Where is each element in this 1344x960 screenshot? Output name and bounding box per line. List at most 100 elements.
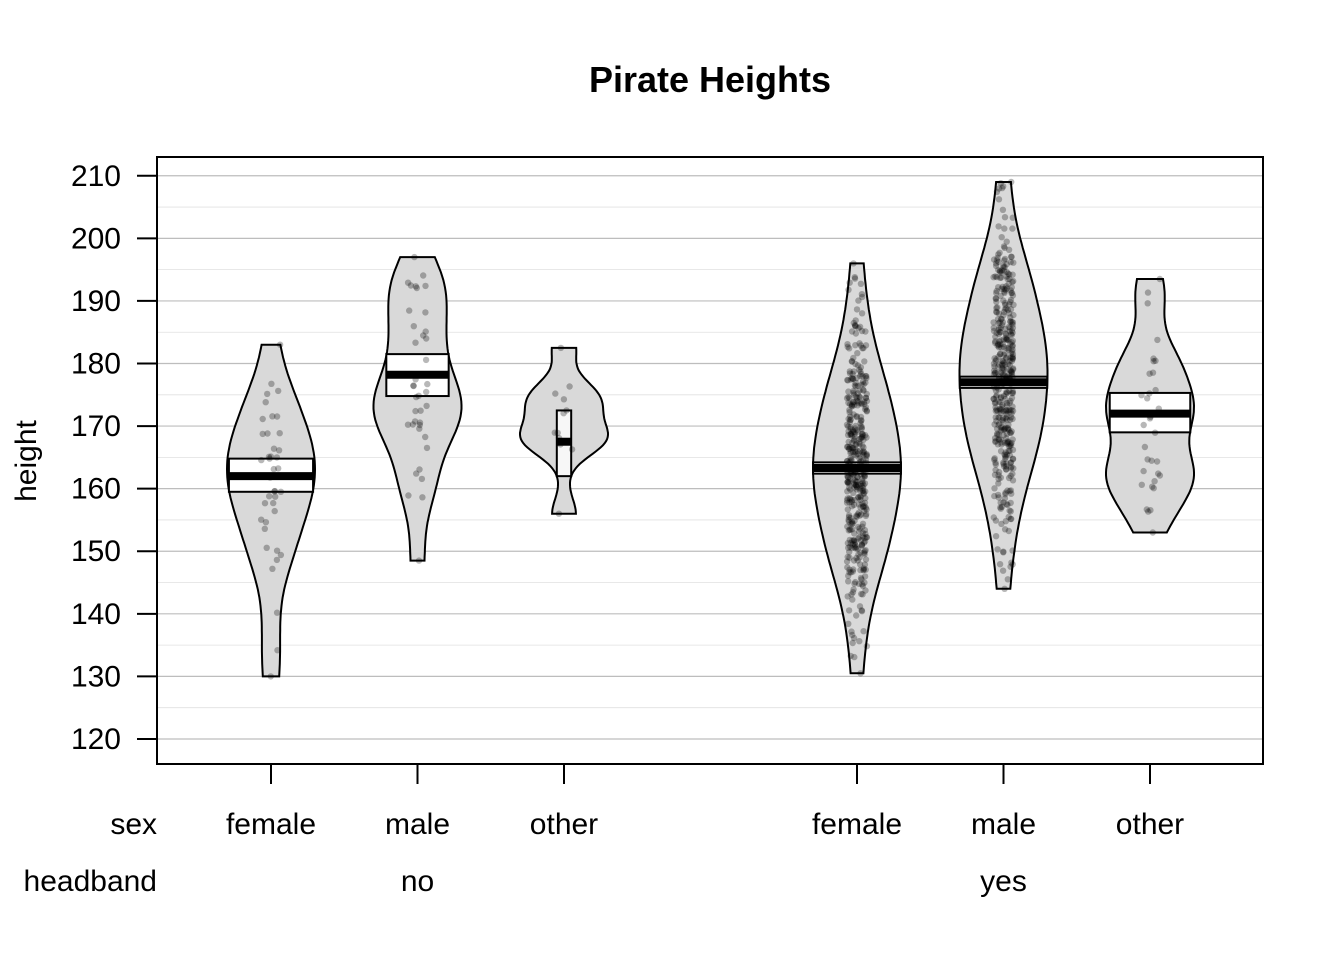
data-point — [1007, 508, 1014, 515]
group-label-no: no — [401, 865, 434, 898]
data-point — [1008, 357, 1016, 365]
data-point — [850, 260, 857, 267]
data-point — [860, 448, 867, 455]
data-point — [854, 557, 861, 564]
y-tick-label: 190 — [71, 285, 121, 318]
data-point — [997, 350, 1004, 357]
data-point — [1009, 390, 1016, 397]
data-point — [845, 544, 852, 551]
data-point — [849, 496, 856, 504]
data-point — [999, 372, 1007, 379]
data-point — [1009, 388, 1016, 395]
data-point — [848, 358, 856, 365]
data-point — [1000, 371, 1007, 378]
data-point — [1004, 439, 1011, 446]
data-point — [854, 484, 861, 491]
data-point — [856, 487, 864, 494]
data-point — [992, 295, 1000, 302]
data-point — [854, 450, 861, 458]
data-point — [560, 410, 567, 417]
data-point — [1000, 418, 1007, 425]
data-point — [860, 398, 868, 405]
data-point — [849, 568, 856, 575]
data-point — [995, 468, 1003, 476]
data-point — [857, 496, 864, 503]
data-point — [274, 647, 281, 654]
data-point — [858, 607, 865, 614]
data-point — [991, 485, 998, 492]
data-point — [995, 251, 1002, 258]
data-point — [856, 387, 863, 394]
data-point — [1007, 258, 1014, 266]
data-point — [850, 480, 857, 487]
data-point — [1000, 297, 1007, 304]
data-point — [854, 447, 861, 455]
data-point — [845, 516, 852, 523]
data-point — [1007, 487, 1015, 494]
data-point — [848, 498, 855, 505]
data-point — [863, 534, 870, 541]
data-point — [992, 414, 999, 421]
data-point — [422, 328, 429, 335]
data-point — [847, 425, 854, 432]
data-point — [994, 430, 1001, 437]
data-point — [862, 512, 870, 520]
bean-female-yes — [811, 260, 903, 677]
data-point — [1010, 301, 1017, 308]
data-point — [992, 461, 999, 468]
data-point — [997, 504, 1004, 511]
data-point — [1002, 334, 1010, 342]
data-point — [845, 578, 852, 585]
data-point — [852, 323, 859, 330]
data-point — [1009, 455, 1017, 462]
data-point — [855, 551, 862, 558]
data-point — [1009, 561, 1016, 568]
data-point — [1002, 518, 1009, 525]
data-point — [1002, 331, 1010, 338]
data-point — [853, 306, 861, 313]
data-point — [1007, 318, 1014, 326]
data-point — [1009, 355, 1016, 363]
data-point — [851, 436, 858, 443]
data-point — [423, 402, 430, 410]
data-point — [859, 487, 866, 495]
data-point — [846, 543, 854, 550]
data-point — [422, 433, 429, 441]
data-point — [1004, 425, 1012, 432]
data-point — [847, 486, 854, 493]
data-point — [844, 523, 851, 530]
data-point — [1152, 357, 1159, 364]
data-point — [422, 309, 429, 316]
data-point — [999, 358, 1007, 365]
data-point — [858, 608, 866, 615]
data-point — [1008, 407, 1015, 414]
data-point — [1153, 458, 1161, 465]
data-point — [417, 407, 424, 414]
data-point — [1005, 346, 1012, 353]
data-point — [275, 387, 282, 395]
data-point — [1004, 576, 1011, 583]
data-point — [862, 488, 869, 495]
data-point — [856, 561, 864, 568]
data-point — [854, 428, 862, 435]
data-point — [848, 470, 855, 478]
data-point — [849, 541, 856, 548]
data-point — [1007, 349, 1015, 357]
data-point — [854, 473, 861, 481]
data-point — [1001, 288, 1008, 295]
data-point — [1008, 368, 1015, 376]
data-point — [848, 518, 856, 525]
data-point — [850, 402, 858, 409]
data-point — [999, 283, 1006, 290]
data-point — [860, 567, 867, 574]
data-point — [995, 414, 1002, 421]
data-point — [1000, 463, 1008, 470]
data-point — [860, 344, 867, 352]
data-point — [1151, 478, 1158, 485]
data-point — [856, 534, 863, 541]
data-point — [852, 448, 859, 455]
data-point — [844, 377, 852, 384]
data-point — [560, 396, 568, 403]
data-point — [860, 487, 867, 494]
